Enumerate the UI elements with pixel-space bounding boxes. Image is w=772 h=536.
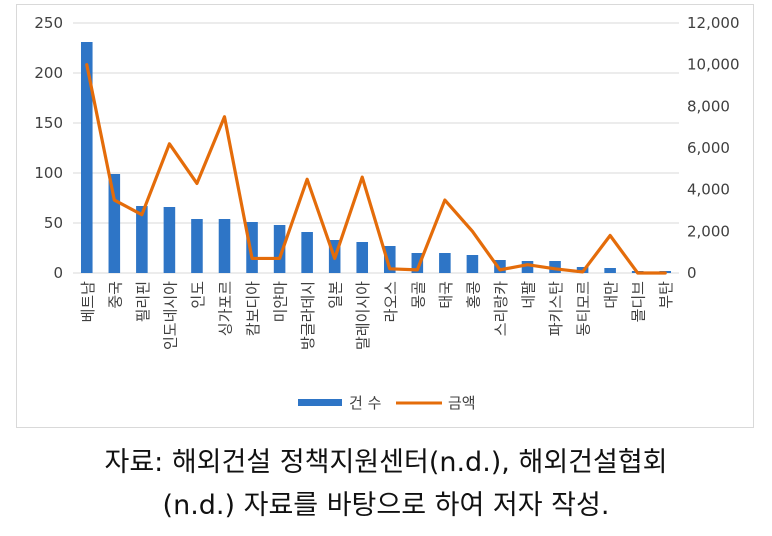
category-label: 일본 bbox=[327, 281, 345, 309]
line-series bbox=[85, 63, 667, 275]
y-right-tick-label: 8,000 bbox=[687, 97, 730, 115]
line-path bbox=[85, 63, 667, 275]
source-line-1: 자료: 해외건설 정책지원센터(n.d.), 해외건설협회 bbox=[104, 447, 668, 478]
category-label: 캄보디아 bbox=[244, 281, 262, 336]
bar bbox=[108, 174, 121, 273]
y-right-tick-label: 6,000 bbox=[687, 139, 730, 157]
category-label: 라오스 bbox=[382, 281, 400, 323]
legend: 건 수 금액 bbox=[298, 394, 476, 412]
category-label: 파키스탄 bbox=[547, 281, 565, 336]
bar-series bbox=[80, 42, 672, 273]
category-label: 태국 bbox=[437, 281, 455, 309]
category-label: 중국 bbox=[106, 281, 124, 309]
combo-chart: 0 50 100 150 200 250 0 2,000 4,000 6,000 8,000 10,… bbox=[34, 14, 740, 412]
y-left-tick-label: 150 bbox=[34, 114, 63, 132]
legend-label-line: 금액 bbox=[448, 394, 476, 412]
bar bbox=[273, 225, 286, 273]
bar bbox=[383, 246, 396, 273]
category-label: 홍콩 bbox=[464, 281, 482, 309]
chart-container: 0 50 100 150 200 250 0 2,000 4,000 6,000 8,000 10,… bbox=[16, 4, 754, 428]
category-label: 필리핀 bbox=[134, 281, 152, 322]
y-left-tick-label: 50 bbox=[44, 214, 63, 232]
category-label: 방글라데시 bbox=[299, 281, 317, 350]
category-label: 몰디브 bbox=[630, 281, 648, 323]
category-label: 몽골 bbox=[409, 281, 427, 309]
bar bbox=[136, 206, 148, 273]
source-line-2: (n.d.) 자료를 바탕으로 하여 저자 작성. bbox=[162, 490, 610, 521]
bar bbox=[549, 261, 561, 273]
category-label: 말레이시아 bbox=[354, 281, 372, 350]
bar bbox=[218, 219, 231, 273]
bar bbox=[411, 253, 424, 273]
y-left-tick-label: 100 bbox=[34, 164, 63, 182]
y-right-tick-label: 12,000 bbox=[687, 14, 740, 32]
category-label: 베트남 bbox=[79, 281, 97, 323]
legend-label-bar: 건 수 bbox=[349, 394, 381, 412]
bar bbox=[521, 261, 534, 273]
y-left-tick-label: 250 bbox=[34, 14, 63, 32]
category-label: 부탄 bbox=[657, 281, 675, 309]
category-labels: 베트남 중국 필리핀 인도네시아 인도 싱가포르 캄보디아 미얀마 방글라데시 일본 말레이시아 라오… bbox=[79, 281, 675, 350]
bar bbox=[466, 255, 479, 273]
y-left-tick-label: 200 bbox=[34, 64, 63, 82]
category-label: 인도네시아 bbox=[161, 281, 179, 350]
category-label: 네팔 bbox=[520, 281, 538, 309]
category-label: 미얀마 bbox=[272, 281, 290, 323]
bar bbox=[439, 253, 451, 273]
bar bbox=[301, 232, 313, 273]
category-label: 인도 bbox=[189, 281, 207, 309]
bar bbox=[356, 242, 369, 273]
bar bbox=[246, 222, 258, 273]
bar bbox=[80, 42, 93, 273]
category-label: 동티모르 bbox=[575, 281, 593, 336]
left-axis: 0 50 100 150 200 250 bbox=[34, 14, 63, 282]
y-right-tick-label: 0 bbox=[687, 264, 697, 282]
category-label: 스리랑카 bbox=[492, 281, 510, 336]
bar bbox=[494, 260, 506, 273]
legend-swatch-bar bbox=[298, 399, 342, 406]
category-label: 대만 bbox=[602, 281, 620, 309]
y-left-tick-label: 0 bbox=[53, 264, 63, 282]
bar bbox=[163, 207, 176, 273]
bar bbox=[191, 219, 203, 273]
category-label: 싱가포르 bbox=[217, 281, 235, 336]
y-right-tick-label: 4,000 bbox=[687, 181, 730, 199]
y-right-tick-label: 10,000 bbox=[687, 56, 740, 74]
bar bbox=[604, 268, 616, 273]
right-axis: 0 2,000 4,000 6,000 8,000 10,000 12,000 bbox=[687, 14, 740, 282]
y-right-tick-label: 2,000 bbox=[687, 222, 730, 240]
